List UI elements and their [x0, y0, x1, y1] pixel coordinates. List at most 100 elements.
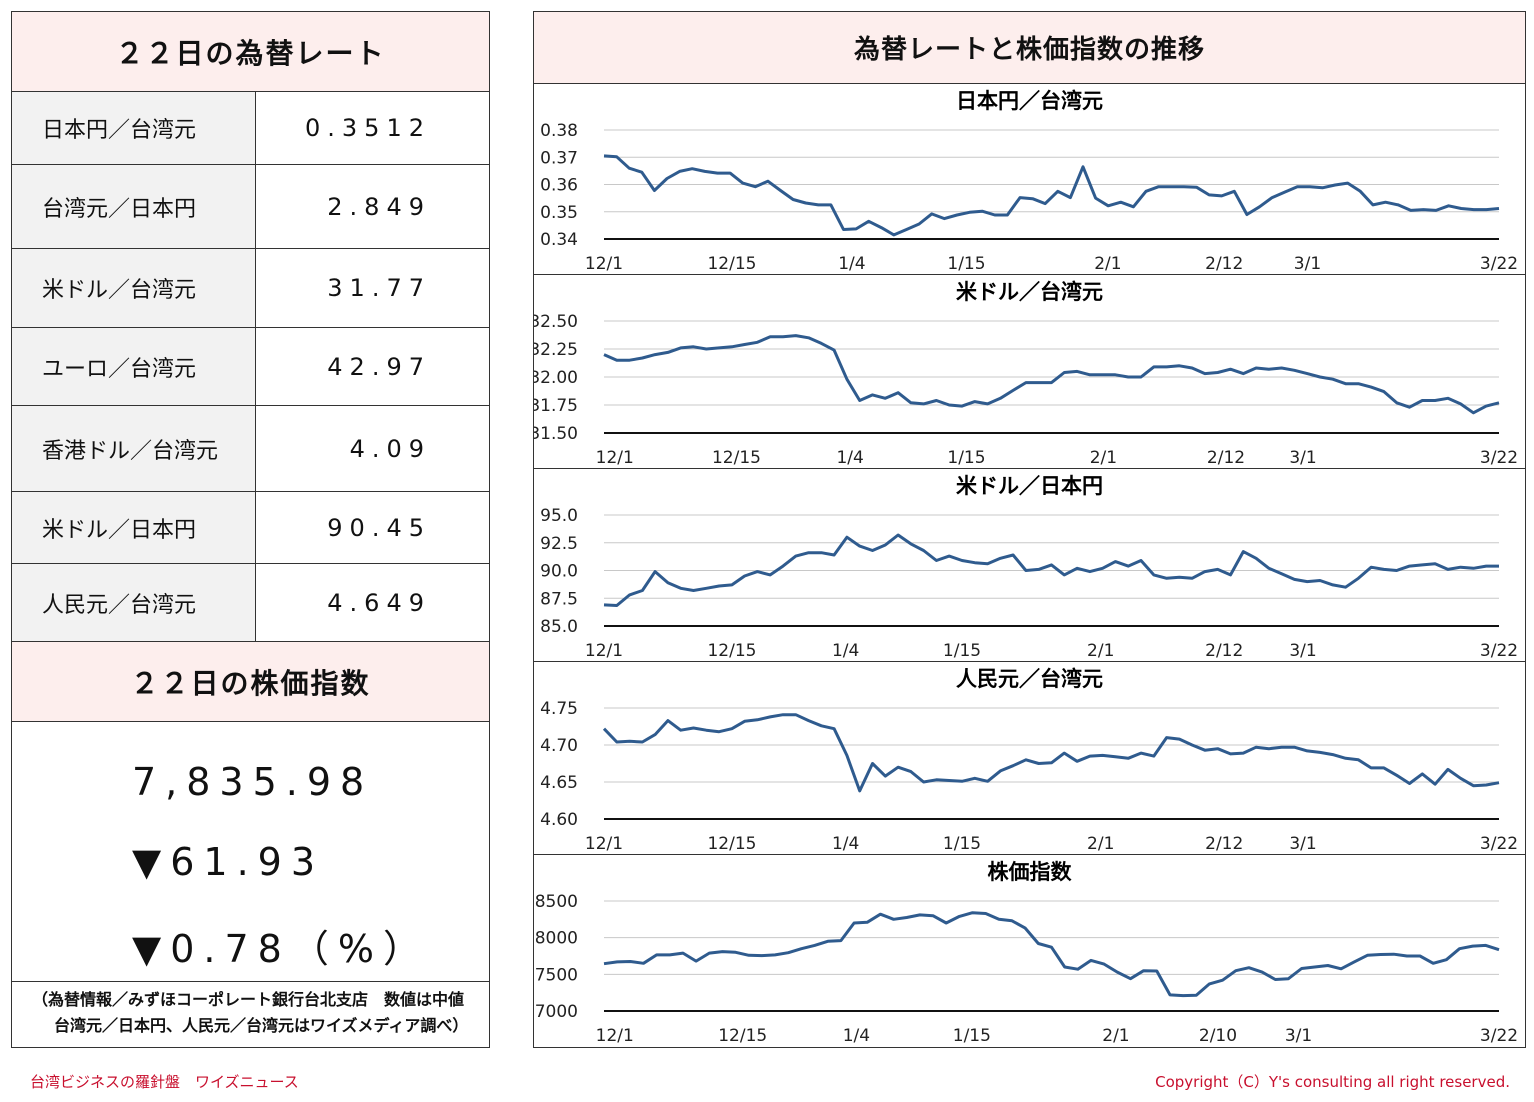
chart-svg: 日本円／台湾元 0.38 0.37 0.36 0.35 0.34 12/1 12/15 1/4 1… [540, 89, 1518, 274]
x-tick-label: 2/10 [1199, 1026, 1237, 1046]
series-line [602, 713, 1500, 793]
charts-panel: 為替レートと株価指数の推移 日本円／台湾元 0.38 0.37 0.36 0.35 0.3… [533, 11, 1526, 1048]
series-line [603, 334, 1500, 415]
chart-4: 人民元／台湾元 4.75 4.70 4.65 4.60 12/1 12/15 1/4 1/15 2… [534, 662, 1525, 855]
x-tick-label: 1/4 [836, 448, 863, 468]
x-tick-label: 3/1 [1289, 448, 1316, 468]
x-tick-label: 1/15 [943, 834, 981, 854]
table-row: 人民元／台湾元 4.649 [12, 564, 489, 642]
source-line: （為替情報／みずほコーポレート銀行台北支店 数値は中値 [32, 990, 465, 1009]
table-row: 米ドル／台湾元 31.77 [12, 249, 489, 328]
rate-name: 台湾元／日本円 [12, 165, 256, 248]
x-tick-label: 3/1 [1285, 1026, 1312, 1046]
rate-value: 4.09 [349, 434, 431, 463]
x-tick-label: 3/22 [1480, 1026, 1518, 1046]
x-tick-label: 12/15 [707, 641, 756, 661]
rate-name: 米ドル／台湾元 [12, 249, 256, 327]
y-tick-label: 0.37 [540, 148, 578, 168]
x-tick-label: 12/1 [585, 641, 623, 661]
table-row: 米ドル／日本円 90.45 [12, 492, 489, 564]
x-tick-label: 2/12 [1207, 448, 1245, 468]
series-line [603, 911, 1500, 998]
y-tick-label: 4.60 [540, 810, 578, 830]
chart-svg: 株価指数 8500 8000 7500 7000 12/1 12/15 1/4 1/15 2/1 2… [535, 860, 1518, 1046]
rate-value: 2.849 [327, 192, 431, 221]
rate-name: 香港ドル／台湾元 [12, 406, 256, 491]
chart-svg: 米ドル／台湾元 32.50 32.25 32.00 31.75 31.50 12/1 12/1… [534, 280, 1518, 468]
chart-3: 米ドル／日本円 95.0 92.5 90.0 87.5 85.0 12/1 12/15 1/4 1… [534, 469, 1525, 662]
x-tick-label: 12/15 [707, 254, 756, 274]
x-tick-label: 3/22 [1480, 448, 1518, 468]
x-tick-label: 1/4 [843, 1026, 870, 1046]
y-tick-label: 32.50 [534, 312, 578, 332]
rate-value: 42.97 [327, 352, 431, 381]
rate-name: 日本円／台湾元 [12, 92, 256, 164]
chart-2: 米ドル／台湾元 32.50 32.25 32.00 31.75 31.50 12/1 12/1… [534, 275, 1525, 469]
rates-title: ２２日の為替レート [12, 12, 489, 92]
x-tick-label: 12/1 [596, 1026, 634, 1046]
stock-block: 7,835.98 ▼61.93 ▼0.78（%） [12, 722, 489, 982]
series-line [603, 533, 1499, 607]
x-tick-label: 3/1 [1294, 254, 1321, 274]
table-row: 台湾元／日本円 2.849 [12, 165, 489, 249]
x-tick-label: 12/1 [596, 448, 634, 468]
x-tick-label: 1/4 [838, 254, 865, 274]
x-tick-label: 12/1 [585, 254, 623, 274]
series-line [603, 154, 1500, 237]
y-tick-label: 87.5 [540, 589, 578, 609]
y-tick-label: 0.36 [540, 176, 578, 196]
x-tick-label: 3/22 [1480, 641, 1518, 661]
y-tick-label: 7500 [535, 965, 578, 985]
source-line: 台湾元／日本円、人民元／台湾元はワイズメディア調べ） [54, 1016, 469, 1035]
x-tick-label: 3/1 [1289, 641, 1316, 661]
chart-5: 株価指数 8500 8000 7500 7000 12/1 12/15 1/4 1/15 2/1 2… [534, 855, 1525, 1047]
chart-svg: 人民元／台湾元 4.75 4.70 4.65 4.60 12/1 12/15 1/4 1/15 2… [540, 667, 1518, 854]
chart-title: 米ドル／日本円 [956, 474, 1103, 498]
x-tick-label: 1/15 [947, 254, 985, 274]
y-tick-label: 4.65 [540, 773, 578, 793]
footer-brand: 台湾ビジネスの羅針盤 ワイズニュース [30, 1073, 299, 1091]
chart-title: 日本円／台湾元 [956, 89, 1103, 113]
rate-value: 90.45 [327, 513, 431, 542]
chart-svg: 米ドル／日本円 95.0 92.5 90.0 87.5 85.0 12/1 12/15 1/4 1… [540, 474, 1518, 661]
y-tick-label: 8000 [535, 929, 578, 949]
x-tick-label: 12/1 [585, 834, 623, 854]
x-tick-label: 3/22 [1480, 834, 1518, 854]
y-tick-label: 8500 [535, 892, 578, 912]
y-tick-label: 31.50 [534, 424, 578, 444]
rate-value: 31.77 [327, 274, 431, 302]
x-tick-label: 1/15 [953, 1026, 991, 1046]
x-tick-label: 3/1 [1289, 834, 1316, 854]
y-tick-label: 4.70 [540, 736, 578, 756]
x-tick-label: 1/15 [947, 448, 985, 468]
chart-1: 日本円／台湾元 0.38 0.37 0.36 0.35 0.34 12/1 12/15 1/4 1… [534, 84, 1525, 275]
y-tick-label: 0.35 [540, 203, 578, 223]
rate-name: 米ドル／日本円 [12, 492, 256, 563]
x-tick-label: 2/1 [1094, 254, 1121, 274]
rate-name: 人民元／台湾元 [12, 564, 256, 641]
y-tick-label: 32.25 [534, 340, 578, 360]
charts-title: 為替レートと株価指数の推移 [534, 12, 1525, 84]
rates-panel: ２２日の為替レート 日本円／台湾元 0.3512 台湾元／日本円 2.849 米… [11, 11, 490, 1048]
table-row: ユーロ／台湾元 42.97 [12, 328, 489, 406]
x-tick-label: 2/1 [1090, 448, 1117, 468]
stock-title: ２２日の株価指数 [12, 642, 489, 722]
x-tick-label: 2/1 [1087, 834, 1114, 854]
footer-copyright: Copyright（C）Y's consulting all right res… [1155, 1073, 1510, 1091]
x-tick-label: 1/4 [832, 641, 859, 661]
x-tick-label: 12/15 [712, 448, 761, 468]
rate-value: 4.649 [327, 588, 431, 617]
table-row: 日本円／台湾元 0.3512 [12, 92, 489, 165]
rate-name: ユーロ／台湾元 [12, 328, 256, 405]
y-tick-label: 90.0 [540, 562, 578, 582]
rate-value: 0.3512 [305, 114, 431, 142]
x-tick-label: 3/22 [1480, 254, 1518, 274]
x-tick-label: 2/12 [1205, 641, 1243, 661]
chart-title: 株価指数 [988, 860, 1073, 884]
x-tick-label: 12/15 [707, 834, 756, 854]
x-tick-label: 2/1 [1102, 1026, 1129, 1046]
table-row: 香港ドル／台湾元 4.09 [12, 406, 489, 492]
x-tick-label: 2/12 [1205, 834, 1243, 854]
y-tick-label: 0.34 [540, 230, 578, 250]
x-tick-label: 1/15 [943, 641, 981, 661]
